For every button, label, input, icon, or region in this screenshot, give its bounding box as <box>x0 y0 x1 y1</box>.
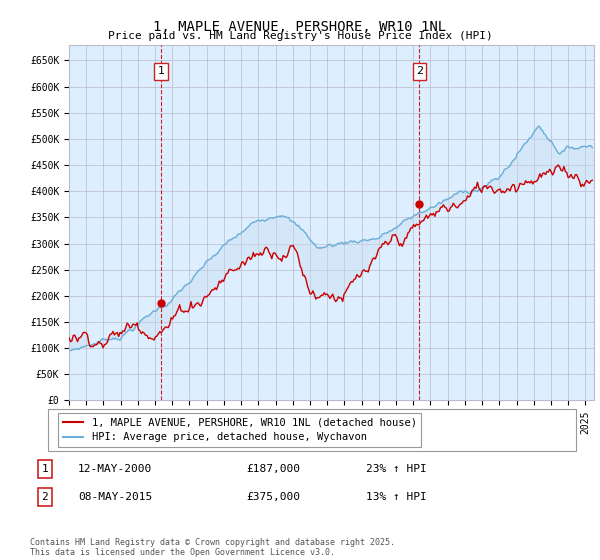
Text: 12-MAY-2000: 12-MAY-2000 <box>78 464 152 474</box>
Text: 1, MAPLE AVENUE, PERSHORE, WR10 1NL: 1, MAPLE AVENUE, PERSHORE, WR10 1NL <box>154 20 446 34</box>
Text: Price paid vs. HM Land Registry's House Price Index (HPI): Price paid vs. HM Land Registry's House … <box>107 31 493 41</box>
Legend: 1, MAPLE AVENUE, PERSHORE, WR10 1NL (detached house), HPI: Average price, detach: 1, MAPLE AVENUE, PERSHORE, WR10 1NL (det… <box>58 413 421 446</box>
Text: 08-MAY-2015: 08-MAY-2015 <box>78 492 152 502</box>
Text: 1: 1 <box>158 67 165 77</box>
Text: 23% ↑ HPI: 23% ↑ HPI <box>366 464 427 474</box>
Text: 2: 2 <box>41 492 49 502</box>
Text: 1: 1 <box>41 464 49 474</box>
Text: 13% ↑ HPI: 13% ↑ HPI <box>366 492 427 502</box>
Text: Contains HM Land Registry data © Crown copyright and database right 2025.
This d: Contains HM Land Registry data © Crown c… <box>30 538 395 557</box>
Text: £375,000: £375,000 <box>246 492 300 502</box>
Text: £187,000: £187,000 <box>246 464 300 474</box>
FancyBboxPatch shape <box>48 409 576 451</box>
Text: 2: 2 <box>416 67 423 77</box>
